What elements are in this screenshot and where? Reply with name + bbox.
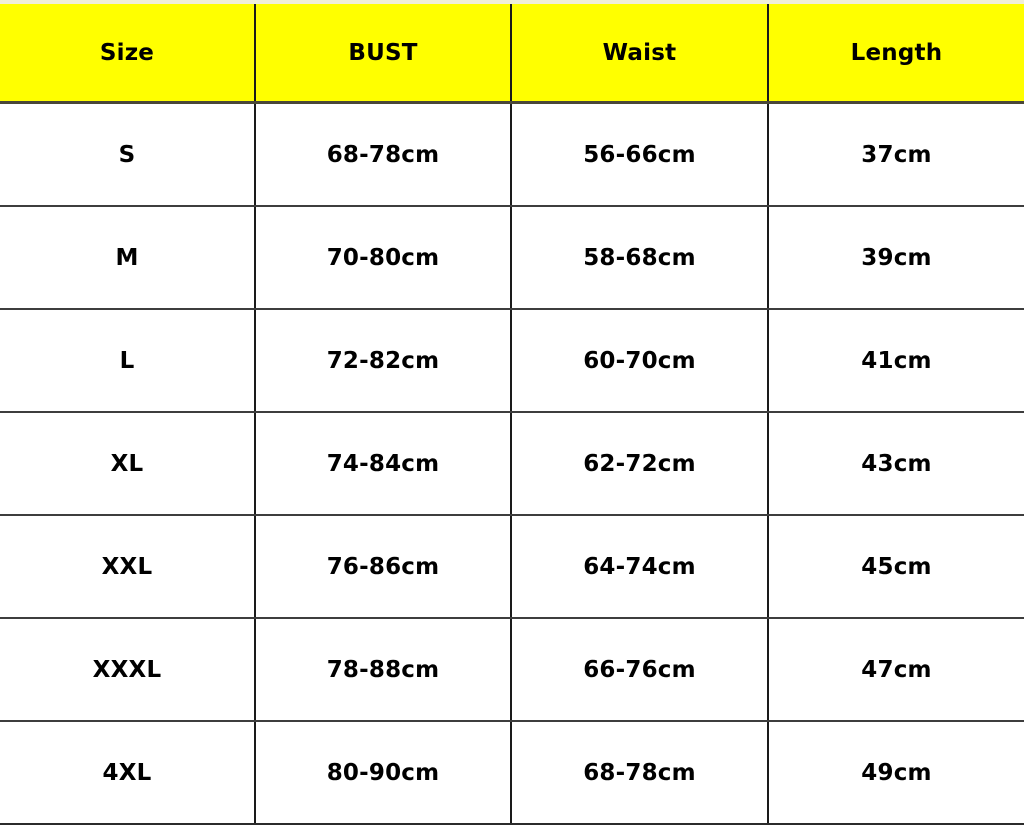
table-row: L 72-82cm 60-70cm 41cm [0,309,1024,413]
cell-bust: 68-78cm [255,102,512,207]
cell-size: 4XL [0,721,256,825]
cell-size: XXL [0,515,256,619]
cell-size: XL [0,412,256,516]
table-row: XL 74-84cm 62-72cm 43cm [0,412,1024,516]
cell-bust: 72-82cm [255,309,512,413]
cell-waist: 56-66cm [511,102,769,207]
column-header-bust: BUST [255,4,512,104]
cell-size: S [0,102,256,207]
cell-length: 37cm [768,102,1024,207]
cell-bust: 74-84cm [255,412,512,516]
table-row: S 68-78cm 56-66cm 37cm [0,102,1024,207]
cell-length: 41cm [768,309,1024,413]
column-header-waist: Waist [511,4,769,104]
table-header: Size BUST Waist Length [0,4,1024,104]
column-header-length: Length [768,4,1024,104]
cell-bust: 76-86cm [255,515,512,619]
cell-waist: 66-76cm [511,618,769,722]
cell-length: 45cm [768,515,1024,619]
column-header-size: Size [0,4,256,104]
table-row: M 70-80cm 58-68cm 39cm [0,206,1024,310]
cell-bust: 80-90cm [255,721,512,825]
cell-waist: 68-78cm [511,721,769,825]
cell-size: M [0,206,256,310]
cell-length: 39cm [768,206,1024,310]
cell-size: L [0,309,256,413]
cell-waist: 62-72cm [511,412,769,516]
cell-waist: 60-70cm [511,309,769,413]
cell-length: 49cm [768,721,1024,825]
top-edge-strip [0,0,1024,4]
cell-waist: 58-68cm [511,206,769,310]
size-chart-table: Size BUST Waist Length S 68-78cm 56-66cm 37… [0,4,1024,825]
cell-size: XXXL [0,618,256,722]
header-row: Size BUST Waist Length [0,4,1024,104]
table-row: XXXL 78-88cm 66-76cm 47cm [0,618,1024,722]
table-row: 4XL 80-90cm 68-78cm 49cm [0,721,1024,825]
cell-length: 43cm [768,412,1024,516]
cell-bust: 70-80cm [255,206,512,310]
cell-waist: 64-74cm [511,515,769,619]
cell-length: 47cm [768,618,1024,722]
cell-bust: 78-88cm [255,618,512,722]
table-body: S 68-78cm 56-66cm 37cm M 70-80cm 58-68cm 39cm L 7… [0,102,1024,825]
table-row: XXL 76-86cm 64-74cm 45cm [0,515,1024,619]
